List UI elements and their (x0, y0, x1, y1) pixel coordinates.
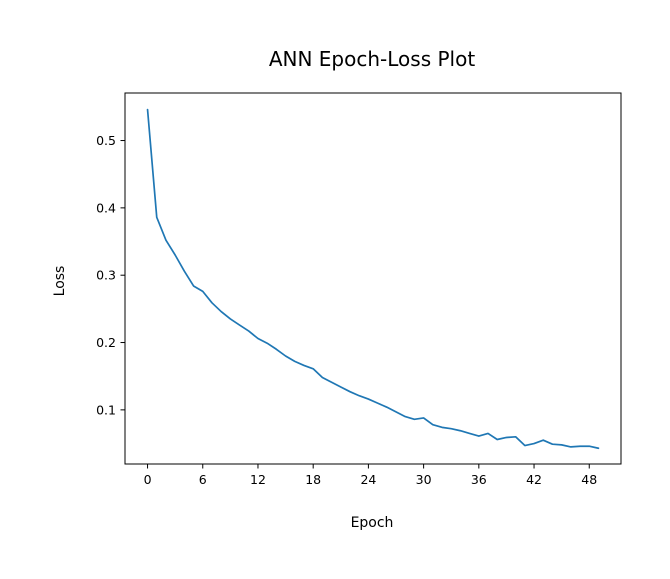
x-tick-label: 24 (360, 472, 376, 487)
x-tick-label: 6 (199, 472, 207, 487)
y-tick-label: 0.2 (96, 335, 116, 350)
x-axis-label: Epoch (351, 515, 394, 531)
x-tick-label: 36 (471, 472, 487, 487)
loss-series-line (146, 108, 600, 450)
y-tick-label: 0.3 (96, 268, 116, 283)
chart-title: ANN Epoch-Loss Plot (269, 47, 475, 71)
plot-frame (124, 92, 622, 465)
x-tick-label: 48 (581, 472, 597, 487)
x-tick-label: 12 (250, 472, 266, 487)
y-axis-label: Loss (52, 266, 68, 297)
x-tick-label: 0 (144, 472, 152, 487)
y-tick-label: 0.1 (96, 402, 116, 417)
y-tick-label: 0.5 (96, 133, 116, 148)
plot-area: 0 6 12 18 24 30 36 42 48 0.1 0.2 0.3 0.4 0.5 (96, 92, 622, 487)
x-tick-label: 30 (416, 472, 432, 487)
x-tick-label: 42 (526, 472, 542, 487)
x-tick-label: 18 (305, 472, 321, 487)
y-tick-label: 0.4 (96, 200, 116, 215)
